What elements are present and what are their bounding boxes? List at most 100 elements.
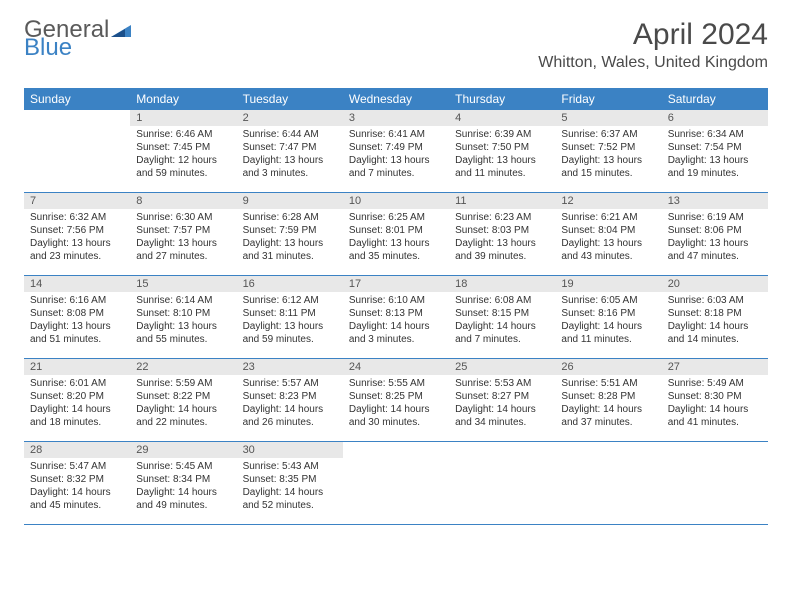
day-cell: 4Sunrise: 6:39 AMSunset: 7:50 PMDaylight… bbox=[449, 110, 555, 192]
daylight-text: Daylight: 13 hours and 11 minutes. bbox=[455, 154, 549, 180]
sunrise-text: Sunrise: 5:51 AM bbox=[561, 377, 655, 390]
day-number: 4 bbox=[449, 110, 555, 126]
day-cell: 17Sunrise: 6:10 AMSunset: 8:13 PMDayligh… bbox=[343, 276, 449, 358]
daylight-text: Daylight: 14 hours and 11 minutes. bbox=[561, 320, 655, 346]
weekday-wednesday: Wednesday bbox=[343, 88, 449, 110]
sunset-text: Sunset: 7:47 PM bbox=[243, 141, 337, 154]
day-body: Sunrise: 6:46 AMSunset: 7:45 PMDaylight:… bbox=[130, 126, 236, 184]
weekday-friday: Friday bbox=[555, 88, 661, 110]
week-row: 1Sunrise: 6:46 AMSunset: 7:45 PMDaylight… bbox=[24, 110, 768, 193]
sunset-text: Sunset: 8:08 PM bbox=[30, 307, 124, 320]
daylight-text: Daylight: 14 hours and 41 minutes. bbox=[668, 403, 762, 429]
day-body: Sunrise: 6:16 AMSunset: 8:08 PMDaylight:… bbox=[24, 292, 130, 350]
sunset-text: Sunset: 8:16 PM bbox=[561, 307, 655, 320]
sunset-text: Sunset: 7:57 PM bbox=[136, 224, 230, 237]
day-number: 9 bbox=[237, 193, 343, 209]
daylight-text: Daylight: 14 hours and 45 minutes. bbox=[30, 486, 124, 512]
day-number: 25 bbox=[449, 359, 555, 375]
daylight-text: Daylight: 14 hours and 37 minutes. bbox=[561, 403, 655, 429]
day-cell: 13Sunrise: 6:19 AMSunset: 8:06 PMDayligh… bbox=[662, 193, 768, 275]
day-number: 21 bbox=[24, 359, 130, 375]
day-number: 30 bbox=[237, 442, 343, 458]
sunset-text: Sunset: 8:11 PM bbox=[243, 307, 337, 320]
sunrise-text: Sunrise: 6:39 AM bbox=[455, 128, 549, 141]
day-cell: 28Sunrise: 5:47 AMSunset: 8:32 PMDayligh… bbox=[24, 442, 130, 524]
sunset-text: Sunset: 8:01 PM bbox=[349, 224, 443, 237]
day-cell: 11Sunrise: 6:23 AMSunset: 8:03 PMDayligh… bbox=[449, 193, 555, 275]
daylight-text: Daylight: 13 hours and 35 minutes. bbox=[349, 237, 443, 263]
weekday-header-row: Sunday Monday Tuesday Wednesday Thursday… bbox=[24, 88, 768, 110]
weekday-monday: Monday bbox=[130, 88, 236, 110]
weekday-sunday: Sunday bbox=[24, 88, 130, 110]
day-body: Sunrise: 5:53 AMSunset: 8:27 PMDaylight:… bbox=[449, 375, 555, 433]
day-body: Sunrise: 6:34 AMSunset: 7:54 PMDaylight:… bbox=[662, 126, 768, 184]
day-cell: 5Sunrise: 6:37 AMSunset: 7:52 PMDaylight… bbox=[555, 110, 661, 192]
day-number: 17 bbox=[343, 276, 449, 292]
day-cell bbox=[662, 442, 768, 524]
sunrise-text: Sunrise: 6:16 AM bbox=[30, 294, 124, 307]
day-cell: 20Sunrise: 6:03 AMSunset: 8:18 PMDayligh… bbox=[662, 276, 768, 358]
day-number: 19 bbox=[555, 276, 661, 292]
daylight-text: Daylight: 13 hours and 3 minutes. bbox=[243, 154, 337, 180]
day-cell: 3Sunrise: 6:41 AMSunset: 7:49 PMDaylight… bbox=[343, 110, 449, 192]
day-cell: 1Sunrise: 6:46 AMSunset: 7:45 PMDaylight… bbox=[130, 110, 236, 192]
day-cell: 29Sunrise: 5:45 AMSunset: 8:34 PMDayligh… bbox=[130, 442, 236, 524]
day-body: Sunrise: 6:44 AMSunset: 7:47 PMDaylight:… bbox=[237, 126, 343, 184]
logo-triangle-icon bbox=[111, 16, 131, 43]
sunrise-text: Sunrise: 5:53 AM bbox=[455, 377, 549, 390]
day-number: 2 bbox=[237, 110, 343, 126]
day-cell: 26Sunrise: 5:51 AMSunset: 8:28 PMDayligh… bbox=[555, 359, 661, 441]
sunset-text: Sunset: 8:10 PM bbox=[136, 307, 230, 320]
day-body: Sunrise: 6:30 AMSunset: 7:57 PMDaylight:… bbox=[130, 209, 236, 267]
day-number: 20 bbox=[662, 276, 768, 292]
sunrise-text: Sunrise: 5:55 AM bbox=[349, 377, 443, 390]
sunrise-text: Sunrise: 6:19 AM bbox=[668, 211, 762, 224]
day-cell: 6Sunrise: 6:34 AMSunset: 7:54 PMDaylight… bbox=[662, 110, 768, 192]
title-block: April 2024 Whitton, Wales, United Kingdo… bbox=[538, 18, 768, 72]
day-cell: 30Sunrise: 5:43 AMSunset: 8:35 PMDayligh… bbox=[237, 442, 343, 524]
sunrise-text: Sunrise: 6:08 AM bbox=[455, 294, 549, 307]
weekday-thursday: Thursday bbox=[449, 88, 555, 110]
daylight-text: Daylight: 12 hours and 59 minutes. bbox=[136, 154, 230, 180]
sunrise-text: Sunrise: 6:34 AM bbox=[668, 128, 762, 141]
day-body: Sunrise: 6:28 AMSunset: 7:59 PMDaylight:… bbox=[237, 209, 343, 267]
day-cell: 21Sunrise: 6:01 AMSunset: 8:20 PMDayligh… bbox=[24, 359, 130, 441]
day-cell: 15Sunrise: 6:14 AMSunset: 8:10 PMDayligh… bbox=[130, 276, 236, 358]
sunset-text: Sunset: 7:49 PM bbox=[349, 141, 443, 154]
sunrise-text: Sunrise: 6:01 AM bbox=[30, 377, 124, 390]
weeks-container: 1Sunrise: 6:46 AMSunset: 7:45 PMDaylight… bbox=[24, 110, 768, 525]
day-body: Sunrise: 5:51 AMSunset: 8:28 PMDaylight:… bbox=[555, 375, 661, 433]
day-body: Sunrise: 5:57 AMSunset: 8:23 PMDaylight:… bbox=[237, 375, 343, 433]
day-number: 3 bbox=[343, 110, 449, 126]
sunset-text: Sunset: 7:56 PM bbox=[30, 224, 124, 237]
day-number: 5 bbox=[555, 110, 661, 126]
daylight-text: Daylight: 14 hours and 26 minutes. bbox=[243, 403, 337, 429]
daylight-text: Daylight: 13 hours and 59 minutes. bbox=[243, 320, 337, 346]
daylight-text: Daylight: 13 hours and 15 minutes. bbox=[561, 154, 655, 180]
weekday-tuesday: Tuesday bbox=[237, 88, 343, 110]
daylight-text: Daylight: 13 hours and 19 minutes. bbox=[668, 154, 762, 180]
sunrise-text: Sunrise: 6:30 AM bbox=[136, 211, 230, 224]
day-number: 15 bbox=[130, 276, 236, 292]
daylight-text: Daylight: 14 hours and 18 minutes. bbox=[30, 403, 124, 429]
location-label: Whitton, Wales, United Kingdom bbox=[538, 54, 768, 72]
day-body: Sunrise: 5:45 AMSunset: 8:34 PMDaylight:… bbox=[130, 458, 236, 516]
sunrise-text: Sunrise: 6:44 AM bbox=[243, 128, 337, 141]
weekday-saturday: Saturday bbox=[662, 88, 768, 110]
daylight-text: Daylight: 13 hours and 7 minutes. bbox=[349, 154, 443, 180]
day-cell: 22Sunrise: 5:59 AMSunset: 8:22 PMDayligh… bbox=[130, 359, 236, 441]
sunset-text: Sunset: 7:59 PM bbox=[243, 224, 337, 237]
day-number: 8 bbox=[130, 193, 236, 209]
day-number: 28 bbox=[24, 442, 130, 458]
day-cell bbox=[555, 442, 661, 524]
sunrise-text: Sunrise: 6:28 AM bbox=[243, 211, 337, 224]
week-row: 14Sunrise: 6:16 AMSunset: 8:08 PMDayligh… bbox=[24, 276, 768, 359]
day-body: Sunrise: 6:32 AMSunset: 7:56 PMDaylight:… bbox=[24, 209, 130, 267]
week-row: 28Sunrise: 5:47 AMSunset: 8:32 PMDayligh… bbox=[24, 442, 768, 525]
sunset-text: Sunset: 8:04 PM bbox=[561, 224, 655, 237]
daylight-text: Daylight: 13 hours and 47 minutes. bbox=[668, 237, 762, 263]
day-body: Sunrise: 6:14 AMSunset: 8:10 PMDaylight:… bbox=[130, 292, 236, 350]
sunrise-text: Sunrise: 6:10 AM bbox=[349, 294, 443, 307]
daylight-text: Daylight: 14 hours and 14 minutes. bbox=[668, 320, 762, 346]
day-cell: 10Sunrise: 6:25 AMSunset: 8:01 PMDayligh… bbox=[343, 193, 449, 275]
